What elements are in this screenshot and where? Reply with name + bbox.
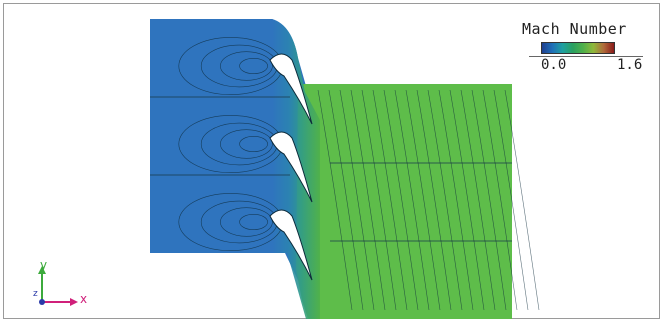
y-axis-arrowhead: [38, 266, 46, 274]
turbine-blades: [269, 53, 313, 281]
outlet-contour-3: [339, 89, 375, 311]
outlet-contour-16: [482, 89, 518, 311]
outlet-contour-6: [372, 89, 408, 311]
mach-colorbar: [541, 42, 615, 54]
inlet-contour-lines: [178, 37, 284, 251]
inlet-contour-1: [239, 57, 268, 74]
outlet-contour-8: [394, 89, 430, 311]
legend-title: Mach Number: [522, 20, 627, 38]
axis-triad: [38, 266, 78, 306]
outlet-contour-1: [317, 89, 353, 311]
periodic-boundaries: [150, 96, 512, 242]
outlet-contour-7: [383, 89, 419, 311]
outlet-contour-2: [328, 89, 364, 311]
y-axis-label: y: [40, 258, 48, 272]
inlet-contour-10: [220, 207, 273, 237]
outlet-contour-17: [493, 89, 529, 311]
outlet-contour-lines: [317, 89, 540, 311]
outlet-contour-15: [471, 89, 507, 311]
outlet-contour-13: [449, 89, 485, 311]
outlet-contour-14: [460, 89, 496, 311]
outlet-contour-12: [438, 89, 474, 311]
inlet-contour-6: [220, 129, 273, 159]
outlet-contour-11: [427, 89, 463, 311]
x-axis-arrowhead: [70, 298, 78, 306]
colorbar-min-label: 0.0: [541, 57, 567, 73]
inlet-domain: [150, 19, 310, 305]
inlet-contour-5: [239, 136, 268, 153]
outlet-contour-10: [416, 89, 452, 311]
blade-1: [269, 53, 313, 125]
blade-3: [269, 209, 313, 281]
outlet-domain: [296, 84, 512, 319]
blade-2: [269, 131, 313, 203]
outlet-contour-18: [504, 89, 540, 311]
outlet-contour-5: [361, 89, 397, 311]
colorbar-rule: [529, 56, 643, 57]
outlet-contour-4: [350, 89, 386, 311]
inlet-contour-9: [239, 214, 268, 231]
outlet-contour-9: [405, 89, 441, 311]
z-axis-label: z: [33, 289, 38, 299]
z-axis-dot: [39, 299, 45, 305]
x-axis-label: x: [80, 292, 88, 306]
colorbar-max-label: 1.6: [617, 57, 643, 73]
inlet-contour-2: [220, 51, 273, 81]
